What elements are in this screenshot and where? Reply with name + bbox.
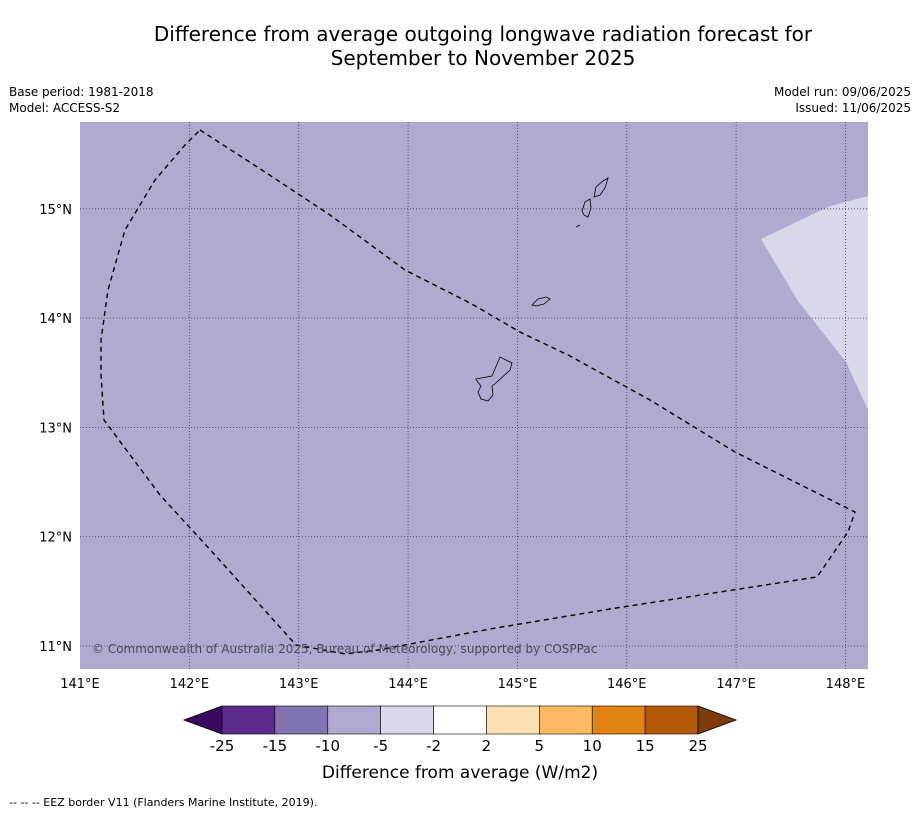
colorbar-tick-label: 5 xyxy=(535,737,545,755)
colorbar-extend-low xyxy=(182,705,223,735)
colorbar-tick-label: 25 xyxy=(688,737,707,755)
footnote: -- -- -- EEZ border V11 (Flanders Marine… xyxy=(9,796,318,809)
colorbar-labels: -25 -15 -10 -5 -2 2 5 10 15 25 xyxy=(210,737,708,755)
latitude-tick-label: 14°N xyxy=(39,312,72,327)
chart-title: Difference from average outgoing longwav… xyxy=(0,22,919,70)
colorbar-tick-label: 10 xyxy=(583,737,602,755)
eez-border xyxy=(100,129,856,655)
meta-right: Model run: 09/06/2025 Issued: 11/06/2025 xyxy=(774,84,911,116)
longitude-tick-label: 141°E xyxy=(60,677,100,692)
aguijan-island xyxy=(575,224,581,228)
longitude-tick-label: 145°E xyxy=(498,677,538,692)
colorbar-swatch xyxy=(221,705,276,735)
gridlines xyxy=(80,122,868,669)
meta-left: Base period: 1981-2018 Model: ACCESS-S2 xyxy=(9,84,154,116)
longitude-tick-label: 146°E xyxy=(607,677,647,692)
issued-date: Issued: 11/06/2025 xyxy=(795,101,911,115)
title-line-1: Difference from average outgoing longwav… xyxy=(153,22,813,46)
longitude-tick-labels: 141°E 142°E 143°E 144°E 145°E 146°E 147°E 148°E xyxy=(60,677,865,692)
latitude-tick-labels: 11°N 12°N 13°N 14°N 15°N xyxy=(39,203,72,655)
map-background xyxy=(80,122,868,669)
map-panel: © Commonwealth of Australia 2025, Bureau… xyxy=(39,122,868,692)
colorbar-swatch xyxy=(433,705,487,735)
model-name: Model: ACCESS-S2 xyxy=(9,101,121,115)
colorbar-swatch xyxy=(486,705,540,735)
latitude-tick-label: 12°N xyxy=(39,531,72,546)
colorbar-swatch xyxy=(644,705,699,735)
latitude-tick-label: 13°N xyxy=(39,421,72,436)
colorbar-swatch xyxy=(380,705,434,735)
model-run: Model run: 09/06/2025 xyxy=(773,85,911,99)
longitude-tick-label: 147°E xyxy=(716,677,756,692)
tinian-island xyxy=(581,198,592,218)
copyright-text: © Commonwealth of Australia 2025, Bureau… xyxy=(92,642,597,656)
title-line-2: September to November 2025 xyxy=(330,46,636,70)
colorbar-tick-label: -10 xyxy=(316,737,341,755)
latitude-tick-label: 15°N xyxy=(39,203,72,218)
colorbar-tick-label: -15 xyxy=(263,737,288,755)
colorbar-tick-label: -25 xyxy=(210,737,235,755)
colorbar: -25 -15 -10 -5 -2 2 5 10 15 25 Difference from av… xyxy=(182,705,738,783)
longitude-tick-label: 148°E xyxy=(826,677,866,692)
latitude-tick-label: 11°N xyxy=(39,640,72,655)
longitude-tick-label: 142°E xyxy=(170,677,210,692)
colorbar-extend-high xyxy=(697,705,738,735)
colorbar-tick-label: 2 xyxy=(482,737,492,755)
colorbar-swatch xyxy=(591,705,646,735)
colorbar-tick-label: -2 xyxy=(426,737,441,755)
base-period: Base period: 1981-2018 xyxy=(9,85,154,99)
longitude-tick-label: 144°E xyxy=(388,677,428,692)
light-anomaly-region xyxy=(761,196,868,410)
guam-island xyxy=(475,356,513,402)
saipan-island xyxy=(593,177,609,198)
colorbar-swatch xyxy=(274,705,329,735)
rota-island xyxy=(531,296,551,307)
colorbar-swatches xyxy=(182,705,738,735)
colorbar-tick-label: 15 xyxy=(636,737,655,755)
colorbar-tick-label: -5 xyxy=(373,737,388,755)
colorbar-swatch xyxy=(539,705,593,735)
colorbar-title: Difference from average (W/m2) xyxy=(322,763,598,783)
colorbar-swatch xyxy=(327,705,381,735)
longitude-tick-label: 143°E xyxy=(279,677,319,692)
